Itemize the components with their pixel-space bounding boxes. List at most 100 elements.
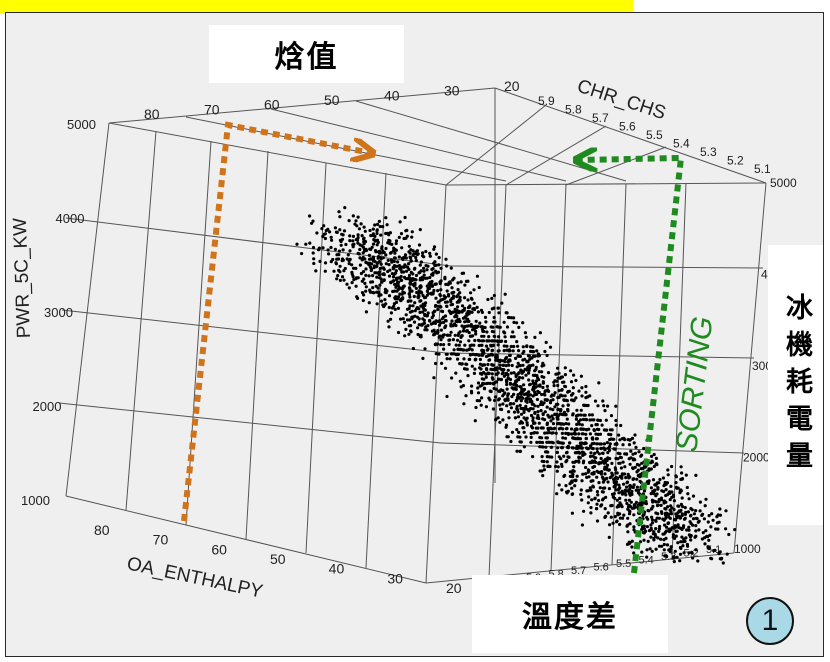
data-point: [682, 517, 687, 521]
data-point: [410, 278, 414, 283]
data-point: [451, 338, 455, 342]
data-point: [615, 505, 619, 509]
y-tick-top: 5.5: [646, 128, 663, 142]
data-point: [470, 334, 474, 338]
data-point: [441, 315, 446, 319]
data-point: [651, 478, 656, 482]
data-point: [589, 488, 593, 492]
data-point: [624, 476, 628, 480]
data-point: [490, 372, 494, 376]
data-point: [450, 376, 454, 380]
data-point: [525, 396, 529, 401]
data-point: [517, 325, 521, 329]
x-tick-bottom: 30: [387, 570, 403, 586]
data-point: [660, 511, 664, 515]
data-point: [656, 487, 660, 491]
data-point: [574, 417, 579, 421]
data-point: [461, 384, 465, 388]
data-point: [580, 523, 585, 527]
data-point: [488, 389, 492, 393]
data-point: [474, 332, 478, 336]
data-point: [441, 309, 445, 314]
data-point: [464, 394, 468, 398]
data-point: [378, 270, 382, 274]
data-point: [458, 340, 463, 344]
data-point: [585, 428, 589, 432]
data-point: [618, 496, 622, 500]
data-point: [380, 245, 384, 249]
data-point: [654, 518, 658, 522]
data-point: [438, 293, 442, 298]
data-point: [704, 529, 708, 533]
data-point: [649, 523, 653, 527]
data-point: [456, 293, 460, 297]
data-point: [504, 423, 509, 427]
data-point: [584, 436, 589, 441]
data-point: [497, 397, 501, 401]
data-point: [725, 552, 729, 556]
data-point: [636, 473, 640, 478]
data-point: [672, 560, 676, 564]
data-point: [707, 546, 711, 551]
data-point: [329, 235, 333, 239]
data-point: [368, 261, 372, 265]
data-point: [404, 269, 409, 273]
data-point: [448, 357, 452, 361]
data-point: [480, 310, 484, 314]
data-point: [556, 402, 560, 406]
data-point: [422, 307, 426, 311]
data-point: [469, 296, 473, 300]
data-point: [479, 343, 483, 347]
data-point: [560, 388, 564, 392]
data-point: [595, 447, 599, 451]
data-point: [652, 538, 656, 542]
data-point: [491, 343, 495, 347]
data-point: [642, 538, 646, 542]
data-point: [346, 253, 350, 257]
data-point: [445, 264, 449, 268]
data-point: [694, 509, 698, 513]
data-point: [379, 299, 384, 303]
data-point: [471, 328, 475, 332]
data-point: [529, 431, 533, 436]
data-point: [500, 372, 504, 376]
data-point: [398, 220, 402, 224]
data-point: [379, 257, 383, 261]
data-point: [677, 509, 681, 513]
data-point: [475, 274, 479, 278]
data-point: [528, 383, 532, 387]
data-point: [450, 286, 454, 290]
data-point: [378, 251, 382, 255]
data-point: [662, 542, 666, 547]
data-point: [590, 459, 594, 463]
data-point: [545, 384, 550, 388]
data-point: [532, 384, 536, 388]
data-point: [531, 416, 535, 420]
data-point: [595, 442, 600, 446]
data-point: [414, 286, 418, 290]
data-point: [311, 245, 316, 250]
data-point: [599, 442, 603, 446]
data-point: [374, 250, 378, 254]
data-point: [606, 511, 610, 515]
data-point: [664, 516, 668, 520]
data-point: [416, 296, 420, 300]
data-point: [521, 321, 525, 325]
data-point: [424, 264, 428, 268]
data-point: [672, 507, 676, 512]
data-point: [408, 282, 412, 286]
data-point: [515, 365, 519, 369]
data-point: [556, 366, 560, 370]
data-point: [487, 335, 491, 339]
data-point: [571, 446, 575, 450]
data-point: [571, 386, 575, 390]
data-point: [538, 331, 543, 335]
data-point: [670, 464, 674, 469]
data-point: [459, 335, 463, 339]
data-point: [350, 263, 354, 267]
data-point: [657, 529, 661, 534]
data-point: [607, 487, 612, 491]
x-tick-bottom: 40: [329, 561, 345, 577]
data-point: [481, 329, 485, 333]
data-point: [584, 465, 588, 470]
